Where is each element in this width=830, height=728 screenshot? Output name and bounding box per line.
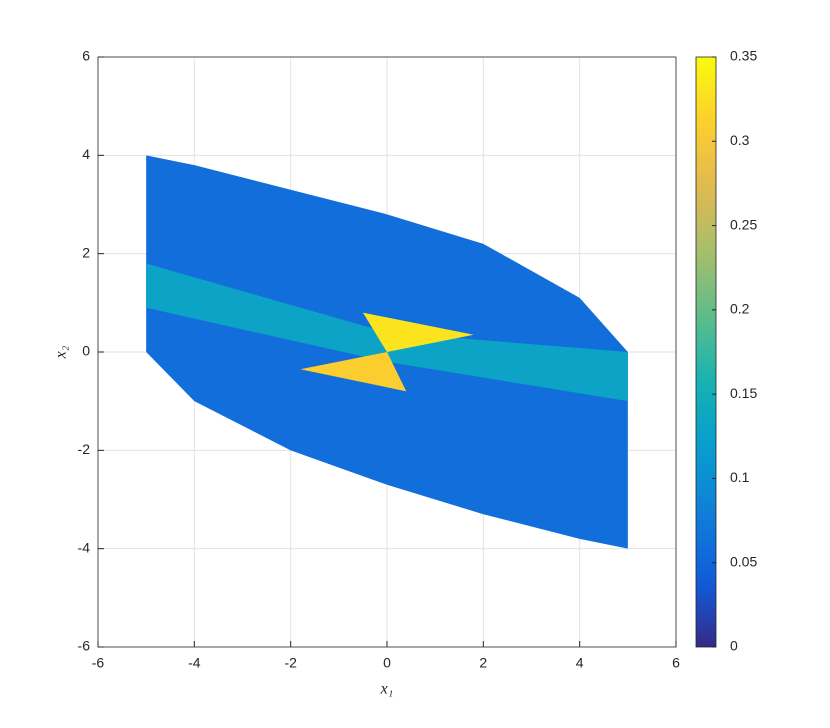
region (146, 263, 628, 402)
x-tick-label: 0 (383, 655, 391, 671)
x-tick-label: -6 (92, 655, 105, 671)
y-tick-label: 0 (82, 343, 90, 359)
colorbar-tick-label: 0.15 (730, 385, 757, 401)
colorbar-tick-label: 0.05 (730, 553, 757, 569)
y-tick-label: -4 (78, 539, 91, 555)
colorbar-tick-label: 0.3 (730, 132, 750, 148)
y-tick-label: -6 (78, 638, 91, 654)
y-axis-label: x₂ (53, 345, 70, 359)
region (300, 352, 407, 392)
axes-box (97, 56, 677, 648)
x-tick-label: 4 (576, 655, 584, 671)
colorbar-tick-label: 0.2 (730, 301, 750, 317)
x-tick-label: 6 (672, 655, 680, 671)
x-tick-label: 2 (479, 655, 487, 671)
region (362, 312, 474, 352)
colorbar-tick-label: 0.25 (730, 216, 757, 232)
colorbar-tick-label: 0 (730, 638, 738, 654)
x-tick-label: -4 (188, 655, 201, 671)
colorbar-tick-label: 0.1 (730, 469, 750, 485)
colorbar (695, 56, 717, 648)
colorbar-tick-label: 0.35 (730, 48, 757, 64)
x-tick-label: -2 (284, 655, 297, 671)
x-axis-label: x₁ (380, 681, 394, 698)
y-tick-label: 6 (82, 48, 90, 64)
y-tick-label: -2 (78, 441, 91, 457)
y-tick-label: 4 (82, 146, 90, 162)
y-tick-label: 2 (82, 244, 90, 260)
